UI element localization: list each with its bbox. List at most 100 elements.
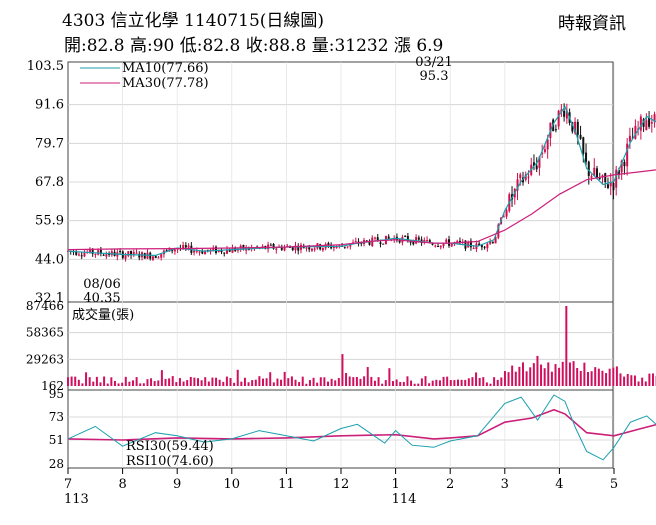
ma10-line bbox=[67, 105, 656, 257]
volume-bar bbox=[327, 381, 329, 386]
volume-bar bbox=[522, 362, 524, 386]
candle-body bbox=[223, 252, 226, 254]
candle-body bbox=[99, 249, 102, 254]
volume-bar bbox=[348, 376, 351, 386]
volume-bar bbox=[467, 378, 470, 386]
volume-bar bbox=[381, 383, 384, 386]
candle-body bbox=[437, 246, 440, 248]
candle-body bbox=[165, 250, 168, 252]
candle-body bbox=[582, 137, 585, 154]
volume-panel-frame bbox=[67, 301, 614, 391]
volume-bar bbox=[142, 383, 145, 386]
volume-bar bbox=[543, 368, 546, 386]
candle-body bbox=[313, 248, 316, 250]
candle-body bbox=[343, 246, 346, 248]
volume-bar bbox=[619, 373, 622, 386]
candle-body bbox=[516, 179, 519, 191]
candle-body bbox=[467, 241, 470, 248]
volume-bar bbox=[113, 380, 116, 386]
rsi-tick-label: 51 bbox=[49, 433, 64, 447]
candle-body bbox=[261, 246, 264, 248]
candle-body bbox=[83, 252, 86, 257]
volume-bar bbox=[435, 379, 438, 386]
x-tick-label: 11 bbox=[278, 477, 295, 492]
x-tick-label: 1 bbox=[391, 477, 399, 492]
volume-bar bbox=[229, 378, 232, 386]
candle-body bbox=[310, 248, 313, 251]
candle-body bbox=[502, 216, 505, 218]
volume-bar bbox=[215, 377, 218, 386]
volume-bar bbox=[81, 383, 84, 386]
candle-body bbox=[486, 243, 489, 249]
volume-bar bbox=[384, 380, 387, 386]
rsi-tick-label: 95 bbox=[49, 387, 64, 401]
candle-body bbox=[236, 249, 239, 251]
volume-bar bbox=[243, 377, 246, 386]
candle-body bbox=[565, 110, 568, 119]
volume-bar bbox=[92, 381, 95, 386]
candle-body bbox=[368, 241, 371, 245]
price-legend-label: MA10(77.66) bbox=[122, 61, 209, 76]
candle-body bbox=[365, 240, 368, 242]
candle-body bbox=[286, 245, 289, 247]
volume-bar bbox=[168, 378, 171, 386]
x-tick-label: 12 bbox=[333, 477, 350, 492]
volume-bar bbox=[579, 370, 582, 386]
candle-body bbox=[160, 254, 163, 258]
volume-bar bbox=[103, 376, 106, 386]
volume-bar bbox=[110, 377, 113, 386]
volume-bar bbox=[489, 383, 492, 386]
volume-bar bbox=[605, 373, 608, 386]
candle-body bbox=[439, 245, 442, 248]
volume-bar bbox=[503, 371, 506, 386]
candle-body bbox=[615, 169, 618, 188]
candle-body bbox=[653, 114, 656, 122]
candle-body bbox=[587, 161, 590, 176]
volume-bar bbox=[410, 380, 413, 386]
price-tick-label: 91.6 bbox=[35, 98, 64, 113]
candle-body bbox=[269, 244, 272, 246]
volume-bar bbox=[337, 378, 340, 386]
x-tick-label: 2 bbox=[446, 477, 454, 492]
volume-bar bbox=[428, 383, 431, 386]
volume-bar bbox=[236, 369, 239, 386]
candle-body bbox=[590, 176, 593, 178]
volume-bar bbox=[363, 376, 366, 386]
volume-bar bbox=[594, 367, 597, 386]
candle-body bbox=[143, 253, 146, 259]
volume-bar bbox=[597, 368, 600, 386]
volume-bar bbox=[334, 380, 337, 386]
candle-body bbox=[598, 177, 601, 179]
candle-body bbox=[272, 243, 275, 249]
candle-body bbox=[138, 253, 141, 258]
candle-body bbox=[434, 245, 437, 247]
candle-body bbox=[634, 125, 637, 139]
candle-body bbox=[491, 241, 494, 244]
volume-bar bbox=[135, 377, 138, 386]
candle-body bbox=[168, 247, 171, 252]
candle-body bbox=[135, 252, 138, 254]
volume-bar bbox=[424, 376, 427, 386]
volume-bar bbox=[518, 366, 521, 386]
volume-bar bbox=[67, 377, 69, 386]
volume-bar bbox=[341, 354, 344, 386]
volume-bar bbox=[568, 362, 571, 386]
volume-bar bbox=[95, 376, 98, 386]
candle-body bbox=[532, 162, 535, 167]
volume-bar bbox=[88, 377, 91, 386]
price-tick-label: 44.0 bbox=[35, 252, 64, 267]
volume-bar bbox=[558, 367, 561, 386]
price-tick-label: 79.7 bbox=[35, 136, 64, 151]
candle-body bbox=[379, 242, 382, 245]
volume-bar bbox=[615, 366, 618, 386]
volume-bar bbox=[280, 379, 283, 386]
year-label: 113 bbox=[64, 492, 89, 507]
candle-body bbox=[105, 254, 108, 257]
year-label: 114 bbox=[392, 492, 417, 507]
candle-body bbox=[127, 251, 130, 256]
volume-bars bbox=[67, 306, 656, 386]
candle-body bbox=[426, 240, 429, 242]
candle-body bbox=[593, 167, 596, 177]
volume-bar bbox=[139, 383, 142, 386]
volume-bar bbox=[601, 370, 604, 386]
